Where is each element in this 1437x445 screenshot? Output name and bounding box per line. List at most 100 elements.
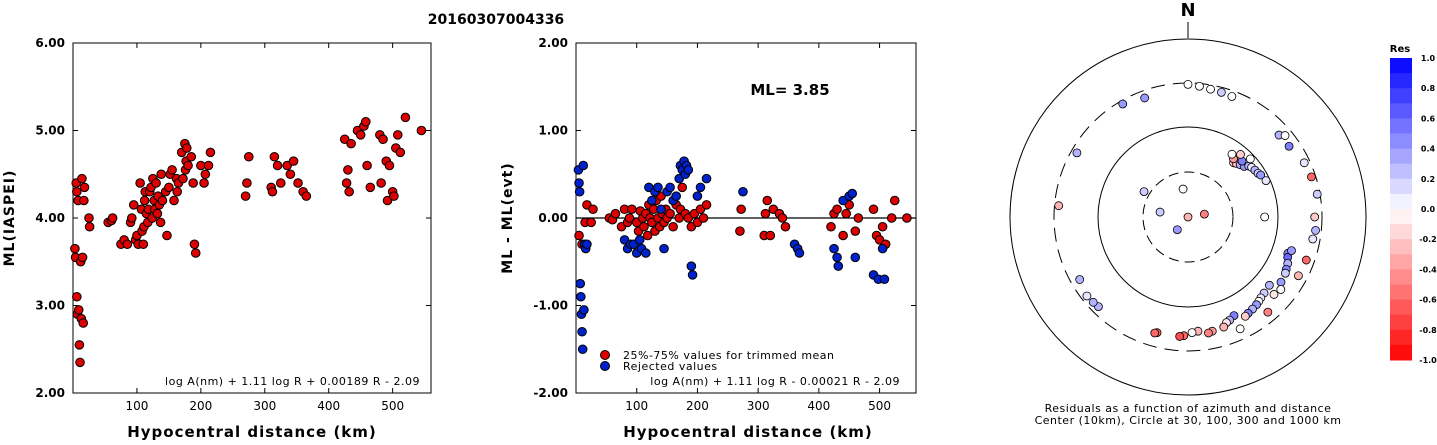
y-axis-label: ML - ML(evt) — [500, 162, 516, 273]
station-point — [1227, 149, 1237, 159]
data-point — [586, 217, 596, 228]
colorbar-segment — [1390, 269, 1412, 285]
ring-100km — [1097, 126, 1279, 308]
axis-ticks: 100 200 300 400 500 2.00 3.00 4.00 5.00 6.00 — [35, 36, 431, 413]
data-point — [575, 278, 586, 289]
data-point — [79, 195, 89, 206]
data-point — [683, 165, 694, 175]
colorbar-segment — [1390, 344, 1412, 361]
colorbar-segment — [1390, 193, 1412, 210]
data-point — [178, 173, 188, 184]
data-point — [665, 208, 675, 219]
data-point — [889, 195, 900, 206]
colorbar-segment — [1390, 314, 1412, 331]
station-point — [1264, 280, 1274, 290]
x-tick-label: 100 — [625, 399, 648, 413]
data-point — [695, 182, 706, 193]
data-point — [642, 230, 653, 241]
y-tick-label: 2.00 — [35, 386, 65, 400]
y-tick-label: 1.00 — [538, 124, 568, 138]
data-point — [293, 178, 303, 188]
colorbar-tick-label: 0.0 — [1421, 205, 1436, 214]
colorbar-segment — [1390, 148, 1412, 165]
station-point — [1072, 148, 1082, 158]
data-point — [75, 357, 85, 368]
data-point — [701, 173, 712, 184]
data-point — [346, 138, 356, 149]
data-point — [698, 213, 709, 223]
data-point — [378, 134, 388, 145]
data-point — [73, 305, 84, 315]
formula-label: log A(nm) + 1.11 log R + 0.00189 R - 2.0… — [165, 375, 420, 388]
data-point — [829, 243, 839, 254]
colorbar-segment — [1390, 224, 1412, 240]
plot-frame — [72, 42, 432, 394]
colorbar-segment — [1390, 88, 1412, 104]
data-point — [365, 182, 376, 193]
data-point — [838, 230, 848, 241]
station-point — [1260, 212, 1270, 222]
data-point — [576, 291, 586, 302]
x-tick-label: 400 — [317, 399, 340, 413]
data-point — [574, 230, 584, 241]
data-point — [850, 252, 861, 263]
data-point — [627, 204, 637, 215]
y-tick-label: -2.00 — [533, 386, 568, 400]
colorbar-segment — [1390, 163, 1412, 180]
data-point — [610, 208, 621, 219]
y-tick-label: -1.00 — [533, 299, 568, 313]
data-point — [656, 204, 666, 215]
caption-line-1: Residuals as a function of azimuth and d… — [1045, 402, 1332, 415]
legend-label-rejected: Rejected values — [623, 360, 718, 373]
data-point — [736, 204, 746, 215]
data-point — [269, 151, 280, 162]
colorbar-segment — [1390, 239, 1412, 255]
data-point — [677, 182, 688, 193]
formula-label: log A(nm) + 1.11 log R - 0.00021 R - 2.0… — [650, 375, 900, 388]
data-point — [384, 160, 395, 171]
data-point — [135, 178, 145, 188]
station-point — [1299, 158, 1309, 168]
colorbar-ticks: 1.0 0.8 0.6 0.4 0.2 0.0 -0.2 -0.4 -0.6 -0.8 -1.0 — [1419, 54, 1437, 365]
colorbar-segment — [1390, 103, 1412, 119]
x-tick-label: 500 — [868, 399, 891, 413]
x-axis-label: Hypocentral distance (km) — [127, 423, 377, 441]
colorbar-segment — [1390, 178, 1412, 195]
data-point — [668, 221, 678, 232]
data-point — [127, 213, 137, 223]
data-point — [205, 147, 216, 158]
station-point — [1082, 291, 1092, 301]
data-point — [288, 156, 299, 166]
ring-300km — [1053, 82, 1323, 352]
data-point — [188, 178, 198, 188]
data-point — [395, 147, 406, 158]
data-point — [877, 243, 888, 254]
data-point — [760, 208, 771, 219]
colorbar-tick-label: -0.2 — [1419, 235, 1437, 244]
colorbar-segment — [1390, 329, 1412, 346]
data-point — [200, 169, 211, 180]
data-point — [582, 239, 592, 250]
colorbar-segment — [1390, 133, 1412, 150]
colorbar-segment — [1390, 209, 1412, 225]
colorbar-title: Res — [1390, 44, 1410, 55]
x-tick-label: 100 — [125, 399, 148, 413]
data-point — [72, 186, 82, 197]
station-point — [1139, 187, 1149, 197]
station-point — [1256, 170, 1266, 180]
data-point — [641, 248, 651, 258]
data-point — [577, 326, 587, 337]
colorbar-segment — [1390, 118, 1412, 134]
station-point — [1301, 255, 1311, 265]
data-point — [122, 239, 133, 250]
data-point — [400, 112, 411, 123]
station-point — [1280, 131, 1290, 140]
data-point — [762, 195, 773, 206]
ml-vs-distance-chart: 100 200 300 400 500 2.00 3.00 4.00 5.00 6.00 Hypo… — [2, 36, 432, 441]
data-point — [578, 160, 589, 171]
data-points — [1054, 79, 1322, 341]
data-point — [301, 191, 312, 201]
data-point — [574, 186, 585, 197]
colorbar-segment — [1390, 58, 1412, 74]
data-point — [588, 204, 598, 215]
